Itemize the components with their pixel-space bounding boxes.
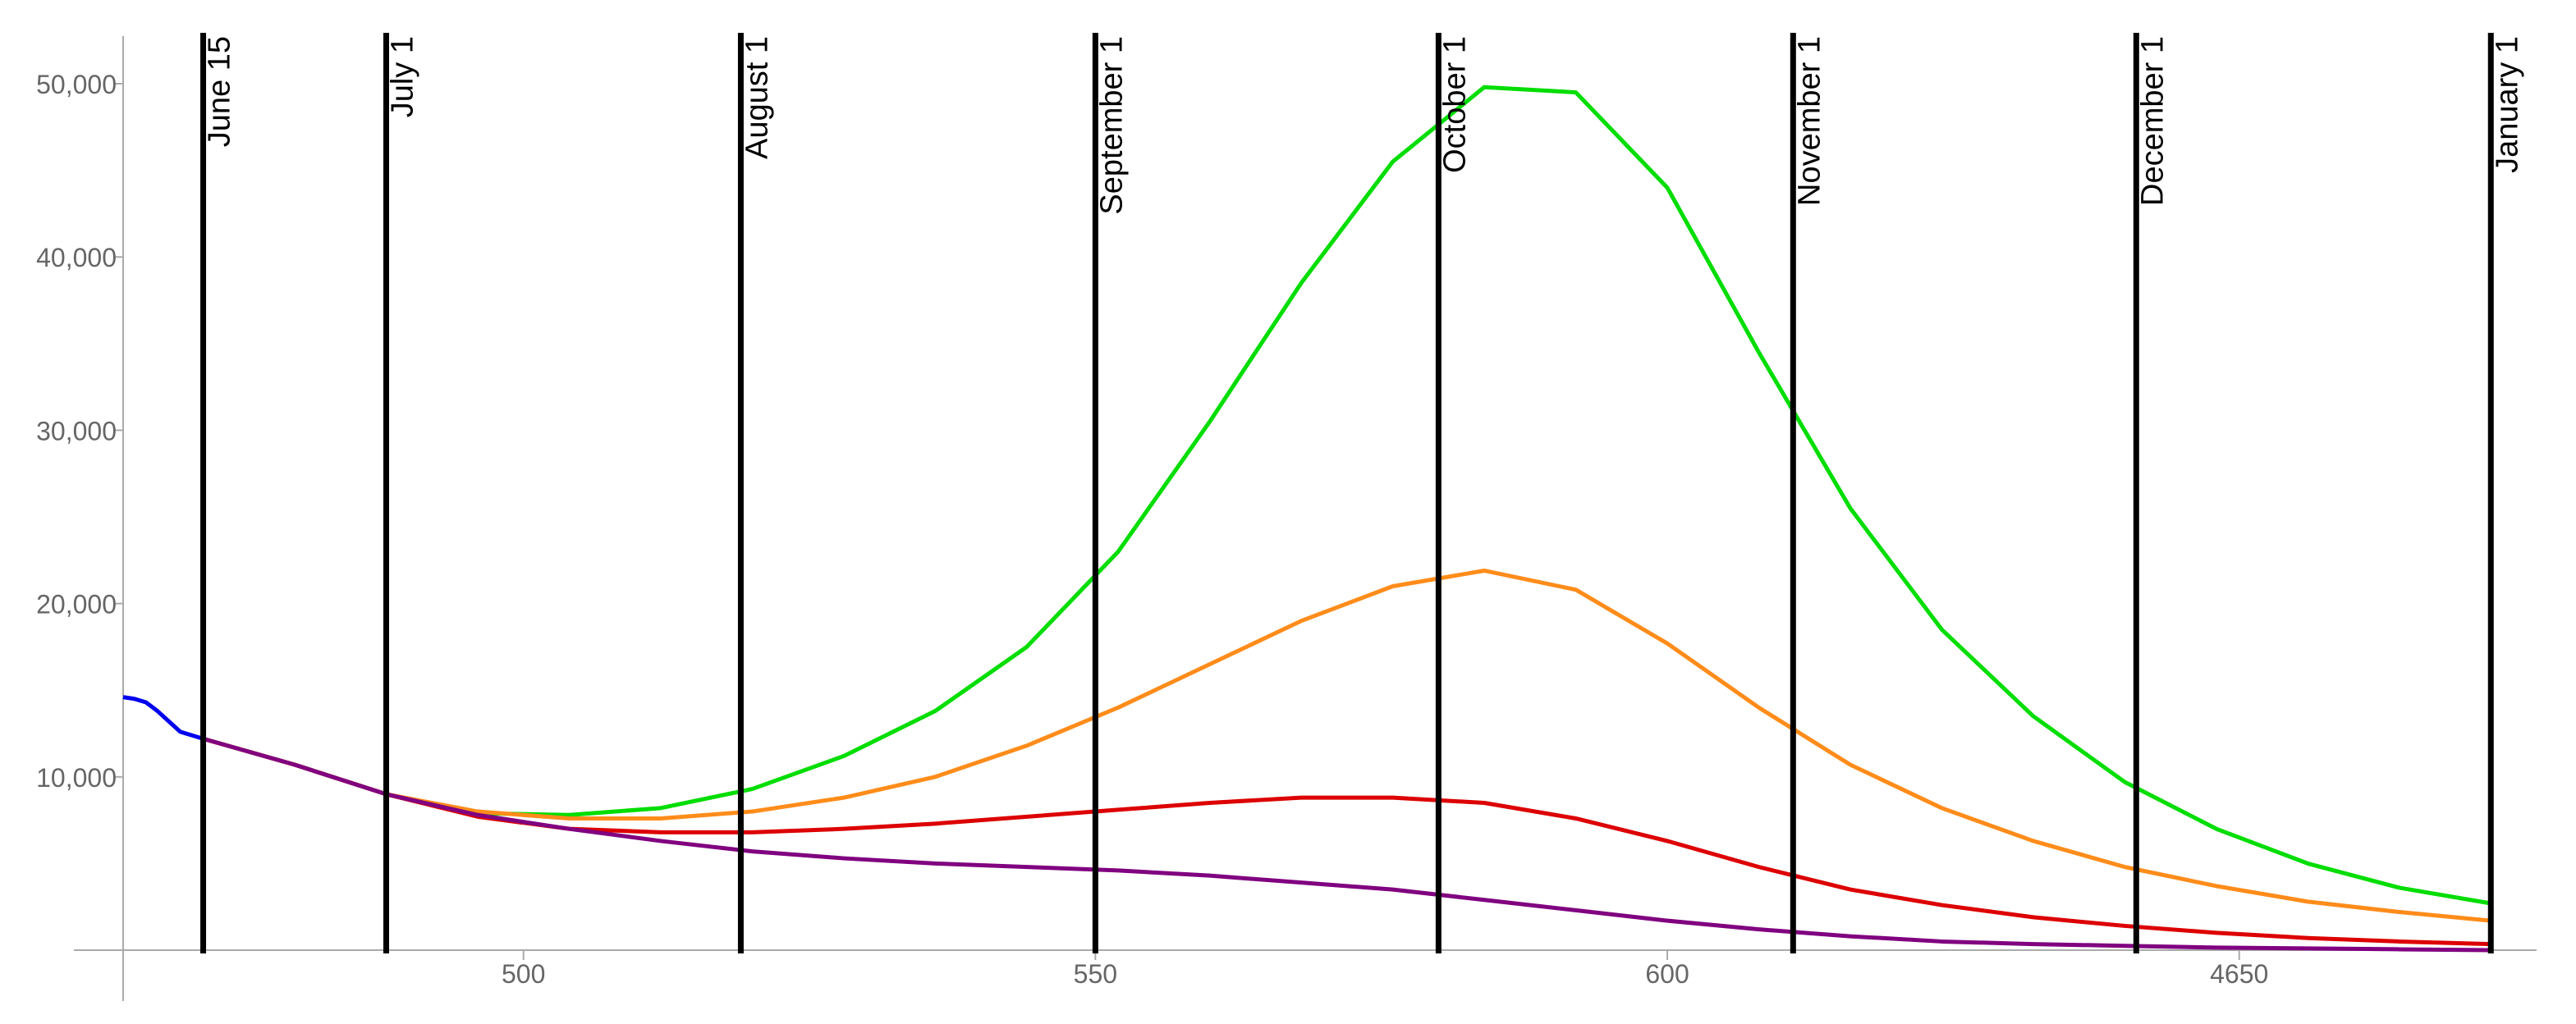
series-line [122, 695, 204, 741]
y-tick-label: 30,000 [36, 416, 117, 446]
series-line [202, 736, 2491, 953]
x-tick-label: 600 [1645, 959, 1689, 989]
y-tick-label: 20,000 [36, 590, 117, 619]
event-label: November 1 [1792, 36, 1827, 206]
event-label: October 1 [1437, 36, 1472, 173]
event-label: January 1 [2490, 36, 2524, 173]
x-tick-label: 550 [1074, 959, 1117, 989]
series-line [202, 568, 2491, 923]
event-label: August 1 [740, 36, 774, 159]
x-tick-label: 4650 [2210, 959, 2268, 989]
event-label: June 15 [203, 36, 237, 147]
event-label: December 1 [2135, 36, 2170, 206]
series-line [202, 736, 2491, 947]
y-tick-label: 10,000 [36, 763, 117, 793]
event-label: July 1 [386, 36, 420, 117]
event-label: September 1 [1094, 36, 1129, 215]
x-tick-label: 500 [502, 959, 545, 989]
y-tick-label: 40,000 [36, 243, 117, 272]
y-tick-label: 50,000 [36, 70, 117, 99]
series-line [202, 85, 2491, 906]
